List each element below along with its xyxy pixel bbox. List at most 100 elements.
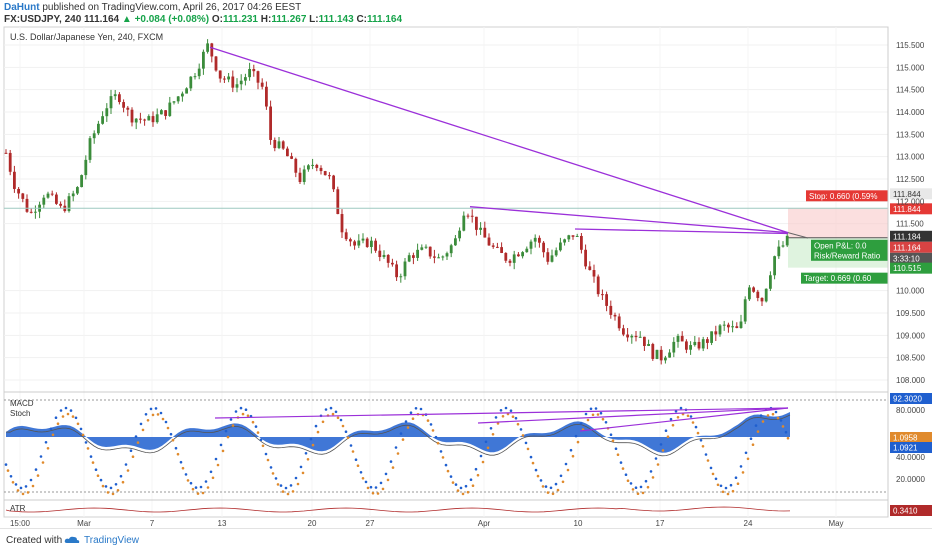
- stop-price-tag-2: 111.844: [893, 205, 921, 214]
- stoch-k-dot: [739, 465, 743, 468]
- stoch-k-dot: [194, 486, 198, 489]
- stoch-d-dot: [26, 491, 30, 494]
- stoch-d-dot: [231, 424, 235, 427]
- time-tick-label: 7: [150, 519, 155, 528]
- stoch-d-dot: [456, 489, 460, 492]
- stoch-k-dot: [399, 432, 403, 435]
- stoch-k-dot: [624, 473, 628, 477]
- stoch-k-dot: [474, 467, 478, 471]
- candle-body: [302, 169, 306, 182]
- stoch-k-dot: [779, 419, 783, 422]
- stoch-k-dot: [9, 475, 13, 478]
- candle-body: [164, 110, 167, 116]
- stoch-k-dot: [184, 473, 188, 476]
- publish-line: DaHunt published on TradingView.com, Apr…: [4, 2, 301, 13]
- candle-body: [638, 336, 642, 338]
- stop-label-bg: [806, 190, 888, 202]
- stoch-d-dot: [321, 420, 325, 424]
- candle-body: [235, 84, 239, 88]
- candle-body: [55, 194, 58, 204]
- candle-body: [189, 76, 193, 89]
- stoch-k-dot: [604, 421, 608, 424]
- rr-label: Risk/Reward Ratio: [814, 251, 881, 260]
- stoch-d-dot: [636, 492, 640, 496]
- stoch-d-dot: [201, 491, 205, 495]
- time-tick-label: Apr: [478, 519, 491, 528]
- candle-body: [634, 335, 638, 338]
- tradingview-brand[interactable]: TradingView: [84, 535, 140, 546]
- close-value: 111.164: [367, 14, 403, 25]
- candle-body: [391, 262, 394, 265]
- candle-body: [395, 264, 398, 278]
- candle-body: [680, 335, 684, 342]
- candle-body: [588, 266, 592, 271]
- candle-body: [764, 288, 768, 302]
- stoch-d-dot: [366, 486, 370, 490]
- candle-body: [454, 238, 457, 246]
- stoch-d-dot: [716, 483, 720, 487]
- stop-label: Stop: 0.660 (0.59%: [809, 192, 878, 201]
- stoch-k-dot: [289, 484, 293, 487]
- candle-body: [487, 237, 491, 246]
- stoch-k-dot: [354, 458, 358, 462]
- stoch-k-dot: [594, 407, 598, 410]
- target-label: Target: 0.669 (0.60: [804, 274, 872, 283]
- stoch-d-dot: [496, 422, 500, 425]
- stoch-d-dot: [31, 484, 35, 488]
- stoch-d-dot: [746, 457, 750, 461]
- stoch-k-dot: [369, 485, 373, 489]
- stoch-d-dot: [566, 468, 570, 472]
- candle-body: [155, 114, 159, 123]
- stoch-d-dot: [106, 491, 110, 494]
- stoch-d-dot: [466, 490, 470, 494]
- candle-body: [546, 252, 550, 262]
- stoch-d-dot: [306, 458, 310, 461]
- stoch-d-dot: [596, 413, 600, 416]
- candle-body: [71, 193, 75, 197]
- stoch-d-dot: [631, 488, 635, 491]
- stoch-k-dot: [164, 420, 168, 424]
- stoch-d-dot: [176, 452, 180, 456]
- candle-body: [202, 51, 205, 69]
- stoch-k-dot: [434, 435, 438, 439]
- stoch-d-dot: [756, 430, 760, 433]
- candle-body: [668, 352, 671, 358]
- candle-body: [714, 331, 718, 335]
- candle-body: [160, 110, 163, 115]
- stop-price-tag-bg: [890, 188, 932, 200]
- stoch-k-dot: [229, 418, 233, 421]
- candle-body: [491, 245, 495, 247]
- candle-body: [743, 299, 747, 322]
- price-chart[interactable]: Stop: 0.660 (0.59% 111.844 111.844 111.184 1…: [0, 0, 932, 528]
- pnl-label-bg: [811, 239, 888, 251]
- candle-body: [504, 252, 508, 261]
- stoch-k-dot: [344, 430, 348, 434]
- candle-body: [311, 164, 314, 166]
- stoch-k-dot: [724, 486, 728, 490]
- stoch-d-dot: [291, 490, 295, 493]
- stop-zone: [788, 208, 888, 238]
- candle-body: [466, 215, 470, 217]
- candle-body: [412, 255, 415, 258]
- candle-body: [769, 275, 772, 289]
- stoch-k-dot: [49, 427, 53, 431]
- stoch-d-dot: [441, 456, 445, 459]
- candle-body: [307, 165, 310, 170]
- price-tick-label: 114.000: [896, 108, 925, 117]
- symbol-name[interactable]: FX:USDJPY, 240: [4, 14, 82, 25]
- stoch-d-dot: [146, 419, 150, 422]
- stoch-d-dot: [16, 489, 20, 492]
- candle-body: [227, 76, 230, 80]
- stoch-d-dot: [396, 452, 400, 455]
- stoch-tick-label: 20.0000: [896, 475, 925, 484]
- candle-body: [29, 211, 33, 213]
- candle-body: [361, 238, 365, 241]
- author-name[interactable]: DaHunt: [4, 2, 40, 13]
- stoch-k-dot: [539, 479, 543, 482]
- stoch-k-dot: [404, 420, 408, 423]
- candle-body: [575, 235, 579, 237]
- candle-body: [706, 339, 709, 343]
- price-tick-label: 109.000: [896, 331, 925, 340]
- candle-body: [88, 138, 92, 160]
- stoch-k-dot: [534, 468, 538, 472]
